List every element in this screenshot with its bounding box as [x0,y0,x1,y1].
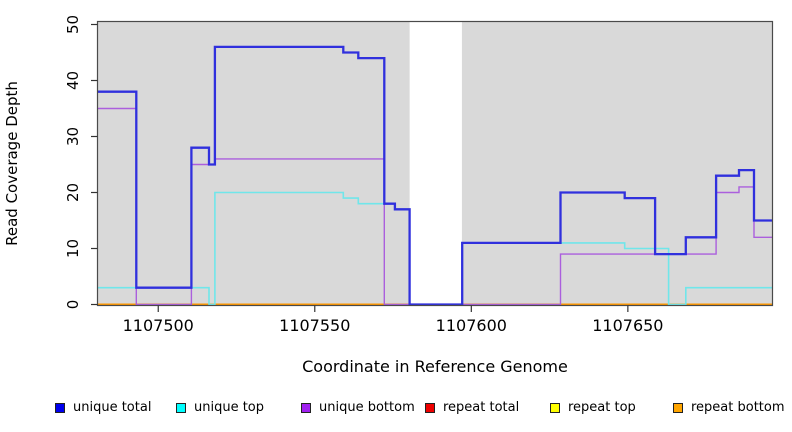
coverage-plot: 1107500 1107550 1107600 1107650 0 10 20 30 40 50 C… [3,15,774,376]
unique-bottom-swatch-icon [301,403,311,413]
unique-top-swatch-icon [176,403,186,413]
legend-label: repeat total [443,400,520,415]
x-axis-title: Coordinate in Reference Genome [302,357,568,376]
y-tick-label: 0 [64,300,82,310]
legend-item-unique-bottom: unique bottom [301,401,415,415]
series-line-unique-total [97,45,773,306]
repeat-bottom-swatch-icon [673,403,683,413]
y-tick-label: 10 [64,239,82,258]
y-tick-label: 40 [64,71,82,90]
repeat-top-swatch-icon [550,403,560,413]
legend-label: unique top [194,400,265,415]
x-tick-label: 1107550 [279,316,350,335]
x-tick-label: 1107600 [436,316,507,335]
y-tick-label: 20 [64,183,82,202]
y-tick-label: 30 [64,127,82,146]
legend-item-unique-top: unique top [176,401,264,415]
legend-item-repeat-top: repeat top [550,401,636,415]
legend-label: repeat bottom [691,400,785,415]
legend-item-unique-total: unique total [55,401,151,415]
legend-label: repeat top [568,400,636,415]
series-line-unique-bottom [97,107,773,306]
x-tick-label: 1107500 [123,316,194,335]
y-tick-label: 50 [64,15,82,34]
legend-label: unique total [73,400,152,415]
legend-item-repeat-bottom: repeat bottom [673,401,785,415]
x-tick-label: 1107650 [592,316,663,335]
y-axis-title: Read Coverage Depth [3,81,21,246]
legend-item-repeat-total: repeat total [425,401,519,415]
repeat-total-swatch-icon [425,403,435,413]
plot-border [96,20,774,307]
legend-label: unique bottom [319,400,415,415]
unique-total-swatch-icon [55,403,65,413]
masked-no-data-region [409,22,462,305]
